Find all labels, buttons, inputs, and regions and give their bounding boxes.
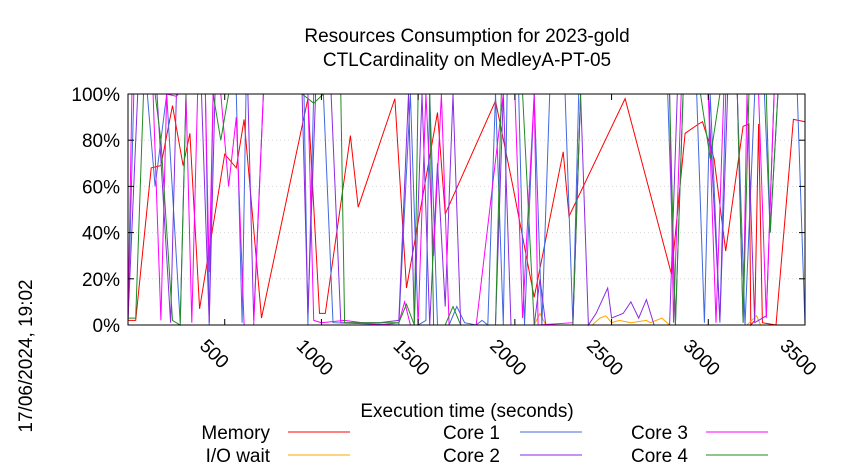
legend-label: Core 4 — [631, 446, 688, 467]
y-tick-label: 60% — [82, 177, 120, 198]
x-tick-label: 2500 — [582, 336, 627, 381]
plot-frame — [127, 93, 806, 326]
y-tick-label: 40% — [82, 224, 120, 245]
x-tick-label: 3500 — [775, 336, 820, 381]
plot-area — [127, 93, 806, 327]
x-tick-label: 1500 — [389, 336, 434, 381]
legend-label: I/O wait — [206, 446, 271, 467]
y-tick-label: 0% — [93, 316, 121, 337]
x-axis-label: Execution time (seconds) — [360, 401, 573, 422]
chart-title: Resources Consumption for 2023-gold — [304, 26, 629, 47]
x-tick-label: 3000 — [679, 336, 724, 381]
legend-label: Core 3 — [631, 423, 688, 444]
chart-subtitle: CTLCardinality on MedleyA-PT-05 — [323, 50, 611, 71]
y-tick-label: 80% — [82, 131, 120, 152]
x-tick-label: 500 — [195, 336, 232, 373]
timestamp-label: 17/06/2024, 19:02 — [16, 279, 37, 432]
x-tick-label: 2000 — [485, 336, 530, 381]
y-axis-ticks: 0% 20% 40% 60% 80% 100% — [71, 85, 805, 337]
y-tick-label: 100% — [71, 85, 120, 106]
x-tick-label: 1000 — [292, 336, 337, 381]
legend-label: Memory — [201, 423, 270, 444]
y-tick-label: 20% — [82, 270, 120, 291]
series-line-core-1 — [127, 93, 806, 327]
legend-label: Core 2 — [443, 446, 500, 467]
grid-group — [128, 139, 805, 280]
legend-label: Core 1 — [443, 423, 500, 444]
